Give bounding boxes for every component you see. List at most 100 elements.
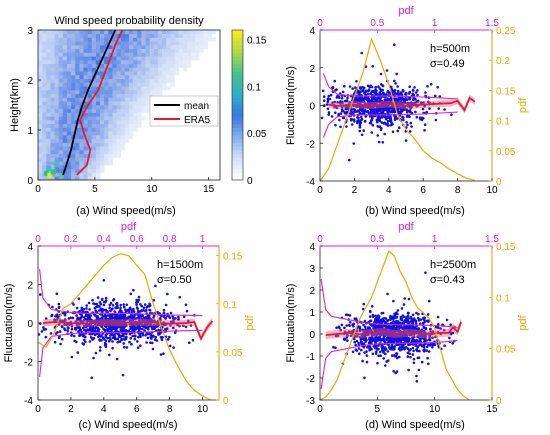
scatter-point <box>412 93 416 97</box>
scatter-point <box>375 92 379 96</box>
heatmap-cell <box>87 135 93 140</box>
heatmap-cell <box>54 56 59 61</box>
heatmap-cell <box>58 52 64 57</box>
heatmap-cell <box>116 150 122 155</box>
heatmap-cell <box>38 56 43 61</box>
scatter-point <box>443 344 446 348</box>
scatter-point <box>172 317 175 320</box>
x-tick-label: 0 <box>317 185 323 196</box>
heatmap-cell <box>120 93 126 98</box>
scatter-point <box>123 345 126 349</box>
scatter-point <box>151 341 154 345</box>
scatter-point <box>146 315 149 319</box>
scatter-point <box>128 306 132 310</box>
heatmap-cell <box>104 146 109 151</box>
scatter-point <box>89 336 93 339</box>
heatmap-cell <box>71 123 76 128</box>
heatmap-cell <box>100 82 105 87</box>
heatmap-cell <box>95 45 101 50</box>
heatmap-cell <box>71 101 76 106</box>
heatmap-cell <box>38 75 43 80</box>
scatter-point <box>370 324 374 327</box>
heatmap-cell <box>145 82 150 87</box>
heatmap-cell <box>46 33 51 38</box>
heatmap-cell <box>71 90 76 95</box>
heatmap-cell <box>83 150 88 155</box>
heatmap-cell <box>141 60 146 65</box>
y2-axis-label: pdf <box>244 314 256 330</box>
heatmap-cell <box>133 90 138 95</box>
heatmap-cell <box>75 41 80 46</box>
heatmap-cell <box>83 138 88 143</box>
heatmap-cell <box>116 93 122 98</box>
heatmap-cell <box>124 48 130 53</box>
scatter-point <box>60 325 64 328</box>
scatter-point <box>405 98 409 102</box>
heatmap-cell <box>133 108 138 113</box>
heatmap-cell <box>79 48 84 53</box>
heatmap-cell <box>66 101 72 106</box>
heatmap-cell <box>141 86 146 91</box>
heatmap-cell <box>191 41 196 46</box>
top-tick-label: 0 <box>35 234 41 245</box>
heatmap-cell <box>50 93 55 98</box>
scatter-point <box>70 327 74 331</box>
heatmap-cell <box>71 116 76 121</box>
scatter-point <box>397 126 401 129</box>
heatmap-cell <box>54 131 59 136</box>
heatmap-cell <box>162 56 167 61</box>
heatmap-cell <box>95 52 101 57</box>
scatter-point <box>80 306 84 310</box>
heatmap-cell <box>120 142 126 147</box>
heatmap-cell <box>112 82 117 87</box>
heatmap-cell <box>170 45 175 50</box>
scatter-point <box>402 303 406 306</box>
heatmap-cell <box>100 150 105 155</box>
heatmap-cell <box>133 41 138 46</box>
scatter-point <box>389 110 393 113</box>
colorbar-tick-label: 0.05 <box>247 129 267 140</box>
scatter-point <box>414 344 418 347</box>
scatter-point <box>187 319 190 323</box>
scatter-point <box>428 338 432 342</box>
scatter-point <box>394 98 398 101</box>
y-tick-label: -2 <box>306 139 315 150</box>
heatmap-cell <box>186 30 192 35</box>
colorbar-tick-label: 0.15 <box>247 35 267 46</box>
scatter-point <box>104 335 107 339</box>
heatmap-cell <box>112 78 117 83</box>
scatter-point <box>364 337 368 341</box>
scatter-point <box>388 92 391 95</box>
heatmap-cell <box>42 112 47 117</box>
scatter-point <box>379 354 383 358</box>
heatmap-cell <box>145 75 150 80</box>
heatmap-cell <box>145 86 150 91</box>
scatter-point <box>352 107 355 111</box>
heatmap-cell <box>50 90 55 95</box>
scatter-point <box>60 337 64 341</box>
heatmap-cell <box>58 153 64 158</box>
heatmap-cell <box>83 71 88 76</box>
heatmap-cell <box>50 33 55 38</box>
heatmap-cell <box>38 86 43 91</box>
heatmap-cell <box>50 48 55 53</box>
heatmap-cell <box>120 90 126 95</box>
scatter-point <box>104 339 108 343</box>
heatmap-cell <box>100 67 105 72</box>
top-tick-label: 1.5 <box>485 18 499 29</box>
heatmap-cell <box>54 52 59 57</box>
heatmap-cell <box>46 52 51 57</box>
heatmap-cell <box>91 30 97 35</box>
heatmap-cell <box>95 157 101 162</box>
heatmap-cell <box>137 120 142 125</box>
heatmap-cell <box>133 123 138 128</box>
scatter-point <box>333 100 337 104</box>
scatter-point <box>401 115 404 119</box>
scatter-point <box>99 346 102 349</box>
scatter-point <box>334 89 337 92</box>
scatter-point <box>376 106 379 109</box>
heatmap-cell <box>129 82 134 87</box>
scatter-point <box>88 308 91 311</box>
scatter-point <box>44 327 48 331</box>
heatmap-cell <box>116 146 122 151</box>
